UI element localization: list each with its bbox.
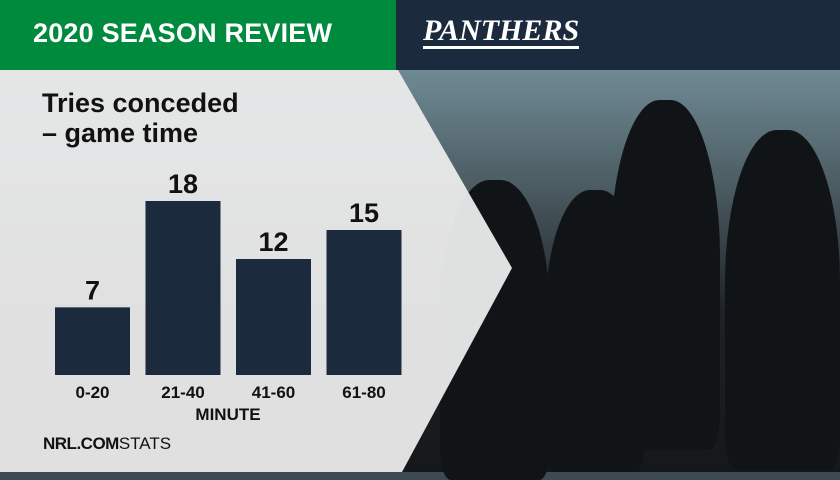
x-tick-label: 21-40 bbox=[161, 383, 204, 402]
x-tick-label: 61-80 bbox=[342, 383, 385, 402]
bar bbox=[145, 201, 221, 375]
brand-bold: NRL.COM bbox=[43, 434, 119, 453]
bar bbox=[55, 307, 130, 375]
chart-title: Tries conceded – game time bbox=[42, 88, 239, 148]
season-title: 2020 SEASON REVIEW bbox=[33, 18, 333, 48]
data-label: 15 bbox=[349, 198, 379, 228]
header-banner bbox=[0, 0, 396, 70]
brand-light: STATS bbox=[118, 434, 172, 453]
x-tick-label: 0-20 bbox=[75, 383, 109, 402]
chart-title-line: Tries conceded bbox=[42, 88, 239, 118]
data-label: 18 bbox=[168, 169, 198, 199]
data-label: 7 bbox=[85, 275, 100, 305]
x-tick-label: 41-60 bbox=[252, 383, 295, 402]
nrl-stats-logo: NRL.COMSTATS bbox=[43, 434, 171, 454]
chart-title-line: – game time bbox=[42, 118, 199, 148]
x-axis-label: MINUTE bbox=[195, 405, 260, 424]
data-label: 12 bbox=[258, 227, 288, 257]
bar bbox=[236, 259, 311, 375]
team-banner bbox=[396, 0, 840, 70]
panthers-logo: PANTHERS bbox=[423, 14, 580, 49]
bar bbox=[326, 230, 402, 375]
